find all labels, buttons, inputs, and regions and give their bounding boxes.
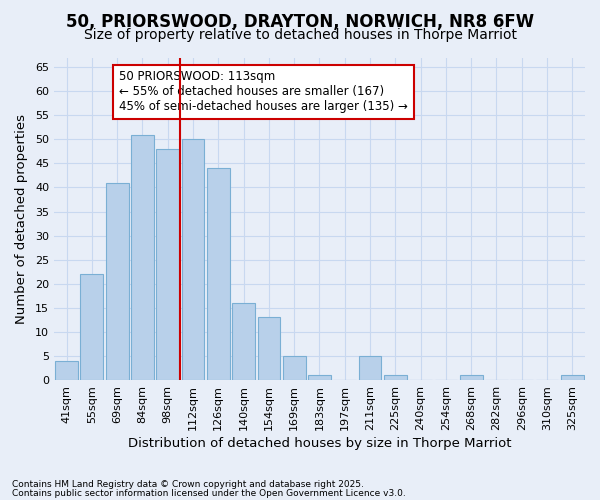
X-axis label: Distribution of detached houses by size in Thorpe Marriot: Distribution of detached houses by size … (128, 437, 511, 450)
Bar (359, 356, 382, 380)
Bar (182, 140, 205, 380)
Bar (257, 318, 280, 380)
Text: 50 PRIORSWOOD: 113sqm
← 55% of detached houses are smaller (167)
45% of semi-det: 50 PRIORSWOOD: 113sqm ← 55% of detached … (119, 70, 407, 114)
Bar (232, 303, 255, 380)
Bar (131, 134, 154, 380)
Bar (157, 149, 179, 380)
Text: Size of property relative to detached houses in Thorpe Marriot: Size of property relative to detached ho… (83, 28, 517, 42)
Bar (106, 182, 128, 380)
Text: Contains public sector information licensed under the Open Government Licence v3: Contains public sector information licen… (12, 488, 406, 498)
Bar (308, 376, 331, 380)
Y-axis label: Number of detached properties: Number of detached properties (15, 114, 28, 324)
Text: Contains HM Land Registry data © Crown copyright and database right 2025.: Contains HM Land Registry data © Crown c… (12, 480, 364, 489)
Bar (460, 376, 482, 380)
Bar (283, 356, 305, 380)
Bar (384, 376, 407, 380)
Text: 50, PRIORSWOOD, DRAYTON, NORWICH, NR8 6FW: 50, PRIORSWOOD, DRAYTON, NORWICH, NR8 6F… (66, 12, 534, 30)
Bar (80, 274, 103, 380)
Bar (55, 361, 78, 380)
Bar (561, 376, 584, 380)
Bar (207, 168, 230, 380)
